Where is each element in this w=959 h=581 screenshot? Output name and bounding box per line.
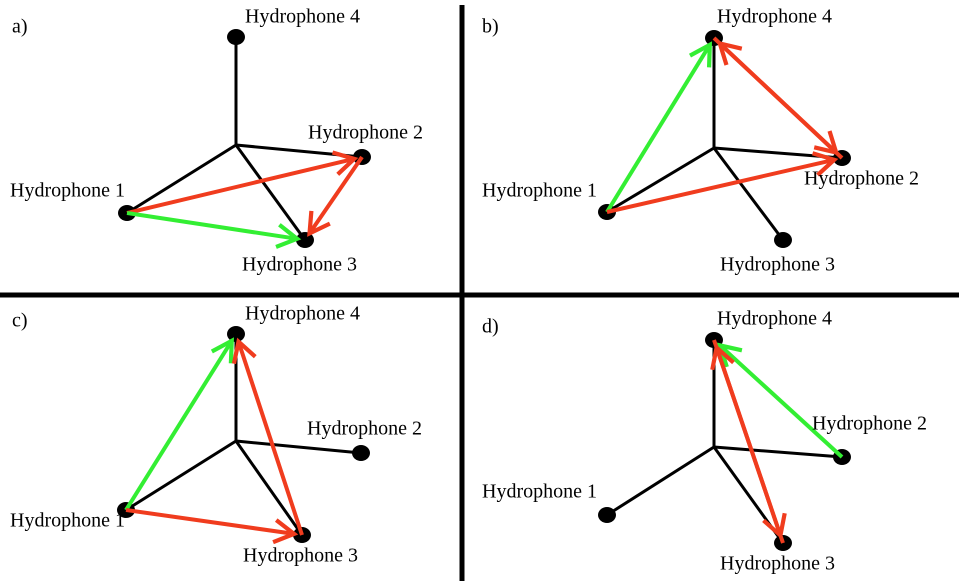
hydrophone-label: Hydrophone 1 xyxy=(482,481,597,503)
hydrophone-label: Hydrophone 1 xyxy=(482,180,597,202)
panel-label: a) xyxy=(12,16,28,38)
hydrophone-dot xyxy=(352,445,370,461)
hydrophone-label: Hydrophone 4 xyxy=(245,303,360,325)
axis-line xyxy=(712,147,785,241)
hydrophone-label: Hydrophone 3 xyxy=(242,254,357,276)
hydrophone-dot xyxy=(598,507,616,523)
axis-line xyxy=(712,446,785,544)
hydrophone-dot xyxy=(774,232,792,248)
arrow xyxy=(712,339,787,540)
axis-line xyxy=(713,146,843,160)
axis-line xyxy=(235,143,363,159)
arrow xyxy=(126,150,359,215)
arrow xyxy=(605,41,713,214)
axis-line xyxy=(235,439,362,455)
hydrophone-label: Hydrophone 3 xyxy=(720,553,835,575)
arrow xyxy=(712,36,840,156)
hydrophone-dot xyxy=(296,232,314,248)
axis-line xyxy=(126,143,237,215)
hydrophone-label: Hydrophone 2 xyxy=(308,122,423,144)
axis-line xyxy=(606,445,715,517)
panel-label: c) xyxy=(12,310,28,332)
hydrophone-label: Hydrophone 4 xyxy=(245,6,360,28)
hydrophone-label: Hydrophone 2 xyxy=(307,418,422,440)
arrow xyxy=(307,155,364,237)
hydrophone-label: Hydrophone 4 xyxy=(717,308,832,330)
hydrophone-label: Hydrophone 1 xyxy=(10,510,125,532)
hydrophone-dot xyxy=(227,326,245,342)
arrow xyxy=(606,151,839,214)
axis-line xyxy=(234,440,304,536)
arrow xyxy=(126,211,302,249)
arrow xyxy=(125,508,299,545)
hydrophone-label: Hydrophone 1 xyxy=(10,180,125,202)
arrow xyxy=(231,337,304,536)
hydrophone-label: Hydrophone 3 xyxy=(720,254,835,276)
hydrophone-label: Hydrophone 4 xyxy=(717,6,832,28)
hydrophone-dot xyxy=(227,29,245,45)
arrow xyxy=(716,342,844,459)
arrow xyxy=(124,337,235,512)
axis-line xyxy=(713,445,843,459)
hydrophone-label: Hydrophone 3 xyxy=(243,545,358,567)
axis-line xyxy=(234,144,307,241)
axis-line xyxy=(606,146,715,214)
hydrophone-label: Hydrophone 2 xyxy=(804,168,919,190)
panel-label: b) xyxy=(482,16,499,38)
hydrophone-label: Hydrophone 2 xyxy=(812,413,927,435)
panel-label: d) xyxy=(482,316,499,338)
axis-line xyxy=(125,439,237,512)
